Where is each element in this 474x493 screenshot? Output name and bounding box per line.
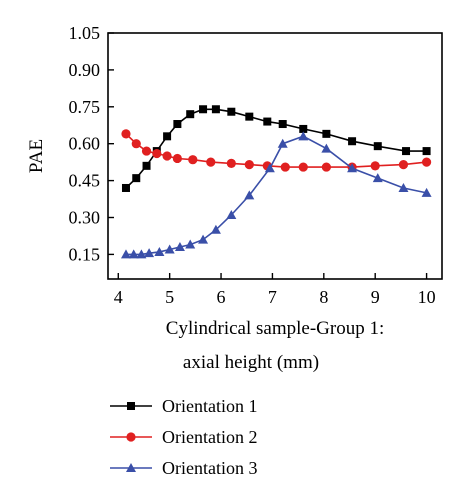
y-axis-title: PAE — [26, 139, 47, 173]
data-point — [226, 210, 237, 220]
data-point — [174, 242, 185, 252]
data-point — [142, 161, 151, 170]
data-point — [244, 160, 254, 170]
data-point — [277, 138, 288, 148]
data-point — [226, 158, 236, 168]
data-point — [164, 244, 175, 254]
data-point — [263, 117, 272, 126]
data-point — [120, 249, 131, 259]
data-point — [370, 161, 380, 171]
data-point — [244, 190, 255, 200]
x-tick-label: 8 — [319, 287, 328, 307]
data-point — [398, 182, 409, 192]
data-point — [402, 147, 411, 156]
data-point — [348, 137, 357, 146]
x-tick-label: 7 — [268, 287, 277, 307]
x-axis-title-line2: axial height (mm) — [183, 352, 319, 373]
y-tick-label: 0.75 — [69, 97, 101, 117]
data-point — [163, 132, 172, 141]
series-layer — [120, 105, 432, 259]
data-point — [141, 146, 152, 156]
data-point — [206, 157, 216, 167]
series-2 — [121, 129, 432, 172]
legend-label: Orientation 2 — [162, 427, 257, 447]
legend-marker — [127, 402, 135, 410]
ticks-layer: 4 5 6 7 8 9 10 0.15 0.30 0.45 0.60 0.75 0.90 1.05 — [69, 23, 436, 307]
x-tick-label: 9 — [371, 287, 380, 307]
data-point — [373, 142, 382, 151]
data-point — [372, 173, 383, 183]
x-tick-label: 6 — [217, 287, 226, 307]
data-point — [172, 153, 182, 164]
data-point — [198, 234, 209, 244]
data-point — [132, 174, 141, 183]
legend: Orientation 1 Orientation 2 Orientation 3 — [110, 396, 257, 478]
data-point — [173, 120, 182, 129]
y-tick-label: 0.30 — [69, 208, 101, 228]
data-point — [322, 129, 331, 138]
plot-frame — [107, 32, 443, 280]
data-point — [321, 162, 331, 172]
data-point — [278, 120, 287, 129]
data-point — [186, 110, 195, 119]
x-tick-label: 10 — [418, 287, 436, 307]
data-point — [264, 163, 275, 173]
y-tick-label: 1.05 — [69, 23, 101, 43]
data-point — [245, 112, 254, 121]
legend-item-2: Orientation 2 — [110, 427, 257, 447]
data-point — [121, 129, 131, 139]
series-1 — [121, 105, 431, 192]
y-tick-label: 0.15 — [69, 244, 101, 264]
series-3 — [120, 131, 432, 259]
data-point — [227, 107, 236, 116]
legend-label: Orientation 3 — [162, 458, 257, 478]
legend-item-1: Orientation 1 — [110, 396, 257, 416]
data-point — [421, 157, 432, 167]
data-point — [298, 162, 308, 172]
x-axis-title-line1: Cylindrical sample-Group 1: — [166, 318, 384, 339]
y-tick-label: 0.90 — [69, 60, 101, 80]
data-point — [199, 105, 208, 114]
legend-marker — [126, 432, 136, 442]
data-point — [422, 147, 431, 156]
data-point — [210, 224, 221, 234]
data-point — [162, 151, 172, 161]
data-point — [211, 105, 220, 114]
data-point — [398, 160, 409, 170]
data-point — [321, 143, 332, 153]
data-point — [131, 139, 141, 149]
legend-marker — [126, 463, 136, 472]
legend-label: Orientation 1 — [162, 396, 257, 416]
data-point — [152, 148, 162, 159]
y-tick-label: 0.60 — [69, 134, 101, 154]
legend-item-3: Orientation 3 — [110, 458, 257, 478]
data-point — [421, 187, 432, 197]
data-point — [128, 249, 139, 259]
data-point — [121, 183, 130, 192]
data-point — [299, 124, 308, 133]
data-point — [298, 131, 309, 141]
data-point — [188, 155, 198, 165]
x-tick-label: 5 — [165, 287, 174, 307]
data-point — [280, 162, 290, 172]
data-point — [154, 246, 165, 256]
data-point — [136, 249, 147, 259]
data-point — [185, 239, 196, 249]
y-tick-label: 0.45 — [69, 171, 101, 191]
x-tick-label: 4 — [114, 287, 123, 307]
data-point — [347, 163, 358, 173]
data-point — [144, 248, 155, 258]
